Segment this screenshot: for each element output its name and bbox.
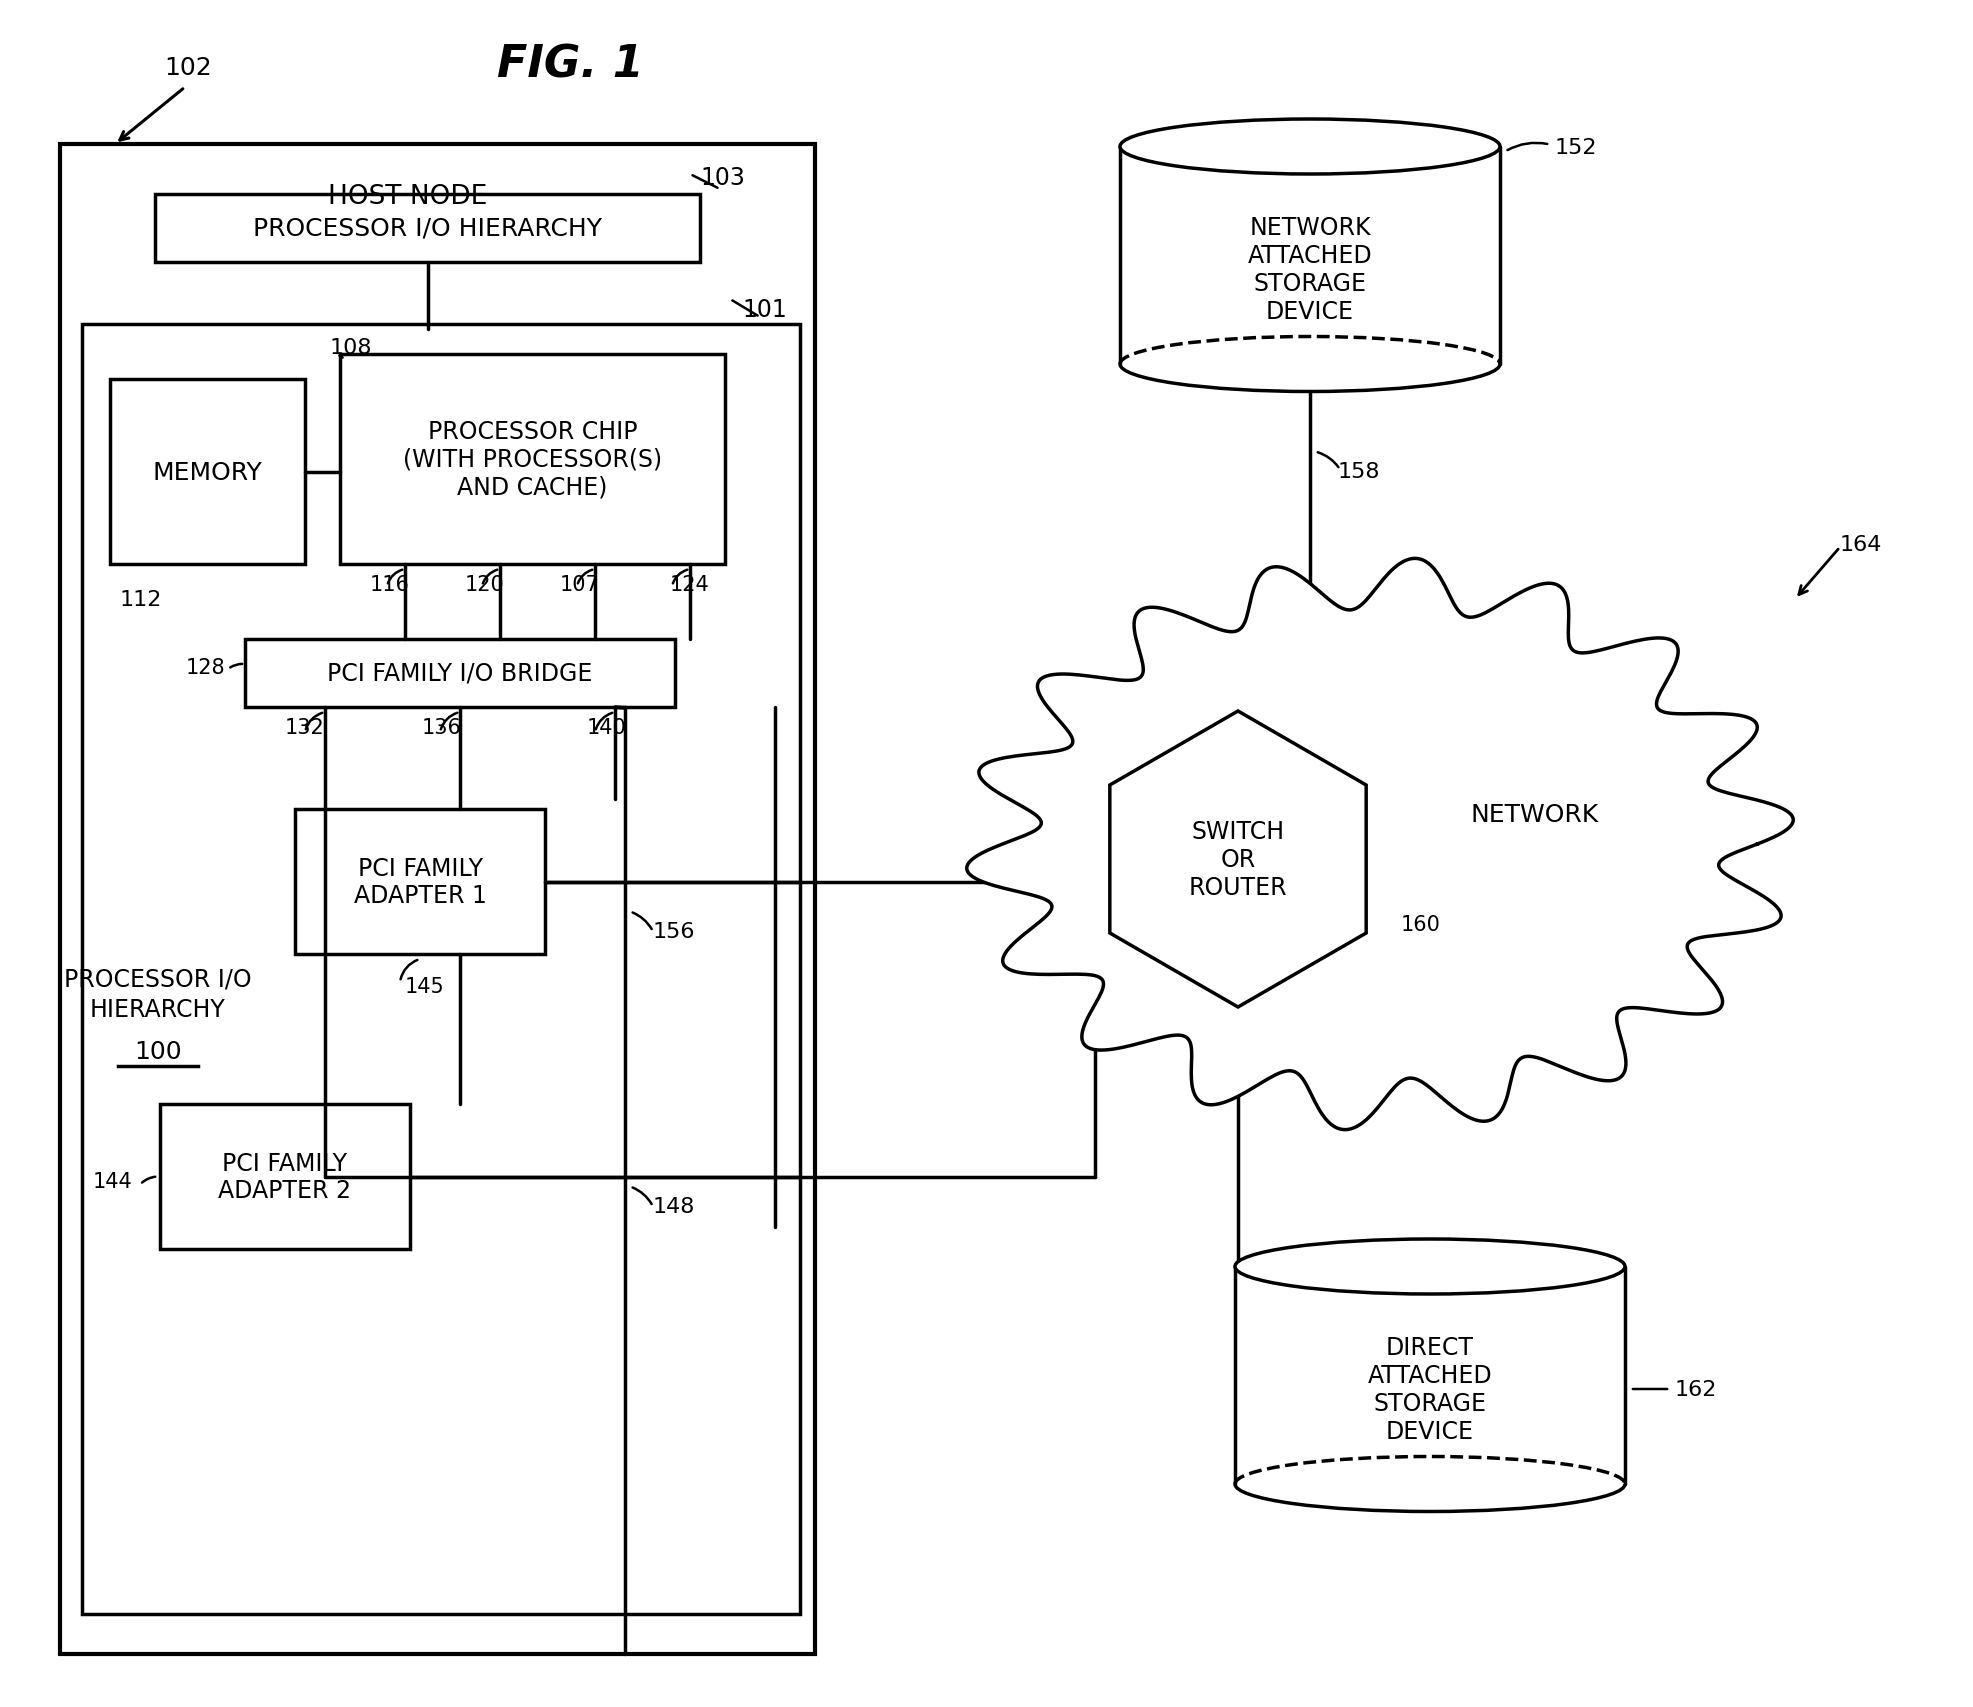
Text: PCI FAMILY
ADAPTER 2: PCI FAMILY ADAPTER 2 [219,1151,351,1203]
Bar [160,1104,410,1250]
Text: 101: 101 [742,297,787,323]
Text: 132: 132 [284,717,326,737]
Text: 148: 148 [653,1197,694,1217]
Text: 120: 120 [466,575,505,594]
Ellipse shape [1423,688,1709,884]
Text: NETWORK: NETWORK [1470,802,1598,826]
Text: 100: 100 [134,1040,182,1063]
Bar [83,324,799,1615]
Text: DIRECT
ATTACHED
STORAGE
DEVICE: DIRECT ATTACHED STORAGE DEVICE [1367,1335,1492,1442]
Bar [59,145,815,1654]
Text: PROCESSOR I/O: PROCESSOR I/O [65,968,253,992]
Text: PCI FAMILY I/O BRIDGE: PCI FAMILY I/O BRIDGE [328,662,592,686]
Ellipse shape [1359,864,1657,1070]
Text: 164: 164 [1839,534,1882,555]
Ellipse shape [1235,1239,1624,1294]
Bar [110,379,306,565]
Bar [339,355,724,565]
Text: PROCESSOR CHIP
(WITH PROCESSOR(S)
AND CACHE): PROCESSOR CHIP (WITH PROCESSOR(S) AND CA… [402,420,661,500]
Text: 116: 116 [369,575,410,594]
Text: FIG. 1: FIG. 1 [497,43,643,87]
Ellipse shape [1125,703,1634,985]
Text: 152: 152 [1555,138,1596,157]
Text: 158: 158 [1338,463,1379,481]
Text: 140: 140 [586,717,627,737]
Text: 108: 108 [329,338,373,358]
Text: 145: 145 [404,976,444,997]
Text: 128: 128 [185,657,225,678]
Text: 112: 112 [120,589,162,609]
Ellipse shape [1050,688,1336,884]
Text: 102: 102 [164,56,211,80]
Text: PROCESSOR I/O HIERARCHY: PROCESSOR I/O HIERARCHY [253,217,602,241]
Text: 144: 144 [93,1171,132,1191]
Ellipse shape [1119,119,1499,174]
Polygon shape [967,560,1791,1130]
Text: PCI FAMILY
ADAPTER 1: PCI FAMILY ADAPTER 1 [353,857,485,908]
Bar [245,640,675,708]
Text: 124: 124 [669,575,710,594]
Text: 107: 107 [560,575,600,594]
Bar [294,809,545,954]
Ellipse shape [1213,883,1511,1089]
Text: 103: 103 [700,166,744,189]
Ellipse shape [1162,616,1448,814]
Ellipse shape [998,770,1271,958]
Ellipse shape [1472,790,1728,970]
Ellipse shape [1067,852,1352,1048]
Polygon shape [1109,712,1365,1007]
Text: HIERARCHY: HIERARCHY [91,997,225,1021]
Text: MEMORY: MEMORY [152,461,262,485]
Text: 160: 160 [1401,915,1440,934]
Bar [156,195,700,263]
Text: SWITCH
OR
ROUTER: SWITCH OR ROUTER [1188,819,1286,900]
Ellipse shape [1304,615,1576,802]
Text: 136: 136 [422,717,462,737]
Text: HOST NODE: HOST NODE [328,184,487,210]
Text: 162: 162 [1675,1379,1717,1400]
Text: 156: 156 [653,922,694,942]
Text: NETWORK
ATTACHED
STORAGE
DEVICE: NETWORK ATTACHED STORAGE DEVICE [1247,217,1371,324]
